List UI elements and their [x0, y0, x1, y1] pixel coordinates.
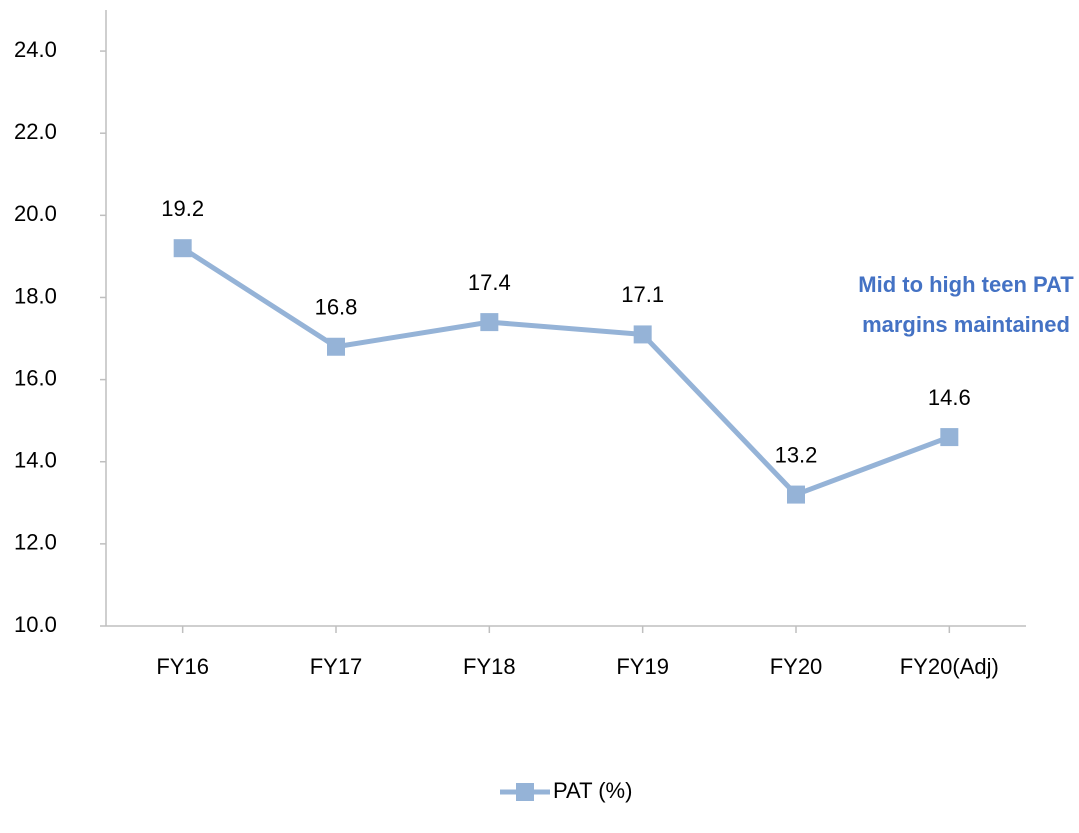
y-tick-label: 16.0 — [14, 365, 57, 390]
series-line — [181, 246, 951, 498]
point-marker — [480, 313, 499, 332]
x-tick-label: FY20(Adj) — [900, 654, 999, 679]
data-label: 19.2 — [161, 196, 204, 221]
point-marker — [633, 325, 652, 344]
data-label: 17.1 — [621, 282, 664, 307]
data-label: 14.6 — [928, 385, 971, 410]
x-tick-label: FY20 — [770, 654, 823, 679]
x-tick-label: FY17 — [310, 654, 363, 679]
x-tick-label: FY19 — [616, 654, 669, 679]
x-tick-label: FY16 — [156, 654, 209, 679]
point-marker — [173, 239, 192, 258]
legend-label: PAT (%) — [553, 778, 632, 803]
annotation: Mid to high teen PAT — [858, 272, 1074, 297]
y-tick-label: 20.0 — [14, 201, 57, 226]
data-label: 16.8 — [315, 295, 358, 320]
y-tick-label: 10.0 — [14, 612, 57, 637]
y-tick-label: 14.0 — [14, 448, 57, 473]
point-marker — [940, 428, 959, 447]
y-tick-label: 18.0 — [14, 283, 57, 308]
data-label: 13.2 — [775, 442, 818, 467]
point-marker — [787, 485, 805, 504]
point-marker — [327, 337, 345, 356]
y-tick-label: 24.0 — [14, 37, 57, 62]
y-tick-label: 22.0 — [14, 119, 57, 144]
data-label: 17.4 — [468, 270, 511, 295]
legend-marker — [516, 783, 534, 801]
x-tick-label: FY18 — [463, 654, 516, 679]
annotation: margins maintained — [862, 312, 1070, 337]
y-tick-label: 12.0 — [14, 530, 57, 555]
